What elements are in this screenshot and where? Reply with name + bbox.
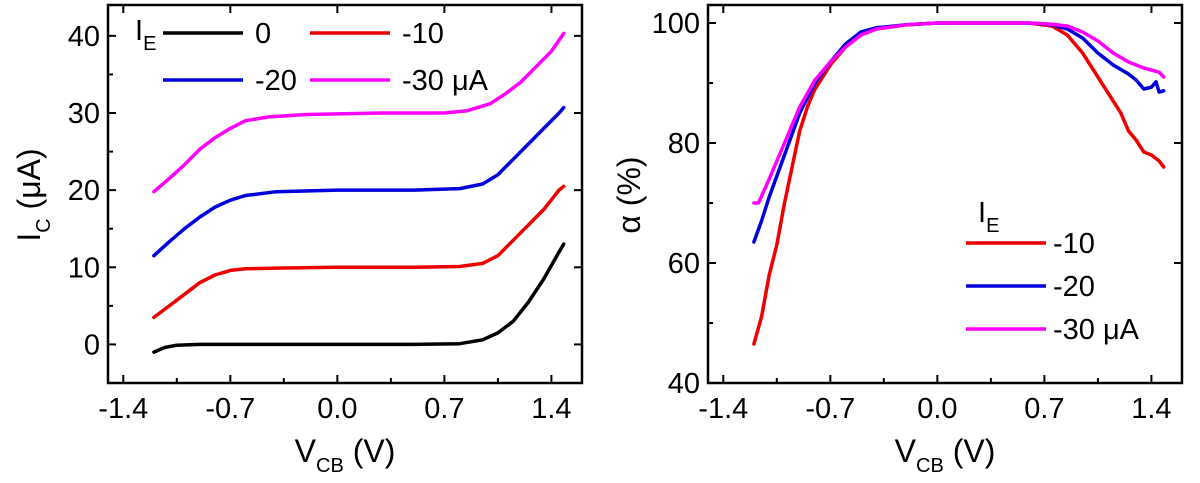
x-tick-label: 1.4: [531, 393, 571, 425]
y-tick-label: 40: [668, 368, 700, 400]
y-tick-label: 10: [68, 252, 100, 284]
y-tick-label: 100: [652, 8, 700, 40]
x-tick-label: -0.7: [205, 393, 255, 425]
y-axis-label-sub: C: [33, 218, 55, 232]
x-tick-label: 0.7: [424, 393, 464, 425]
series-line-2: [752, 21, 1166, 244]
y-tick-label: 80: [668, 128, 700, 160]
y-tick-label: 30: [68, 98, 100, 130]
legend-title-main: I: [978, 197, 986, 229]
x-axis-label-sub: CB: [916, 455, 944, 477]
y-tick-label: 40: [68, 21, 100, 53]
x-tick-label: -1.4: [98, 393, 148, 425]
y-axis-label-main: α: [611, 215, 647, 234]
x-tick-label: 0.0: [317, 393, 357, 425]
y-axis-label-unit: (%): [611, 156, 647, 215]
x-tick-label: 0.7: [1024, 393, 1064, 425]
legend-title: IE: [135, 15, 156, 55]
x-axis-label-main: V: [295, 433, 317, 469]
series-line-1: [152, 242, 566, 354]
series-line-4: [152, 31, 566, 194]
series-line-1: [752, 21, 1166, 346]
x-axis-label-sub: CB: [316, 455, 344, 477]
legend-label: 0: [255, 18, 271, 50]
plot-frame: [106, 3, 584, 385]
y-tick-label: 20: [68, 175, 100, 207]
x-tick-label: -1.4: [698, 393, 748, 425]
legend-label: -30 μA: [402, 65, 489, 97]
series-line-3: [152, 105, 566, 258]
y-axis-label-main: I: [11, 233, 47, 242]
legend-title-sub: E: [986, 215, 999, 237]
chart-panel-2: -1.4 -0.7 0.0 0.7 1.4 40 60 80 100 VCB (V) α (%) IE…: [611, 3, 1184, 477]
y-tick-label: 60: [668, 248, 700, 280]
x-tick-label: 0.0: [917, 393, 957, 425]
x-tick-label: 1.4: [1131, 393, 1171, 425]
x-axis-label-unit: (V): [944, 433, 996, 469]
legend-title-sub: E: [143, 33, 156, 55]
legend-title: IE: [978, 197, 999, 237]
legend-label: -10: [402, 18, 444, 50]
legend-label: -10: [1053, 228, 1095, 260]
x-axis-label: VCB (V): [895, 433, 996, 477]
legend-label: -20: [255, 65, 297, 97]
x-axis-label-unit: (V): [344, 433, 396, 469]
legend-title-main: I: [135, 15, 143, 47]
legend-label: -30 μA: [1053, 314, 1140, 346]
legend-label: -20: [1053, 271, 1095, 303]
x-axis-label-main: V: [895, 433, 917, 469]
y-tick-label: 0: [84, 329, 100, 361]
y-axis-label: α (%): [611, 156, 647, 233]
x-tick-label: -0.7: [805, 393, 855, 425]
series-line-2: [152, 184, 566, 320]
series-line-3: [752, 21, 1166, 205]
x-axis-label: VCB (V): [295, 433, 396, 477]
y-axis-label: IC (μA): [11, 148, 55, 241]
y-axis-label-unit: (μA): [11, 148, 47, 218]
plot-frame: [706, 3, 1184, 385]
